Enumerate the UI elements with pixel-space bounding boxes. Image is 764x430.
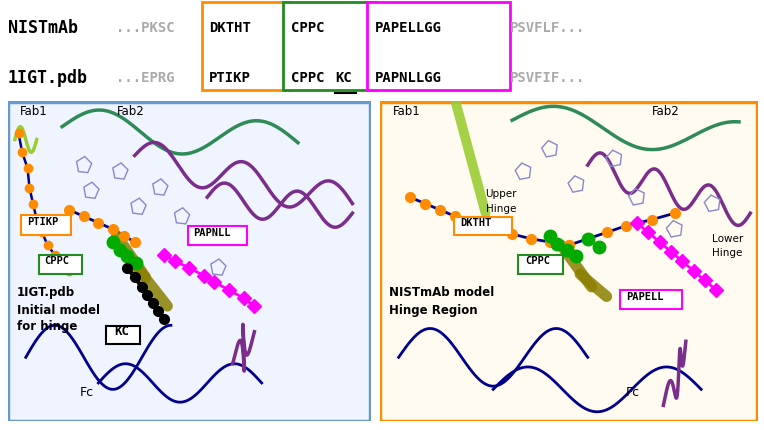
Text: DKTHT: DKTHT (209, 22, 251, 35)
FancyBboxPatch shape (39, 255, 82, 274)
Text: Fab2: Fab2 (117, 105, 144, 119)
Text: PTIKP: PTIKP (28, 217, 59, 227)
Text: 1IGT.pdb: 1IGT.pdb (8, 68, 88, 86)
Text: ...EPRG: ...EPRG (116, 71, 175, 85)
Text: PTIKP: PTIKP (209, 71, 251, 85)
Text: Fab1: Fab1 (393, 105, 421, 119)
Text: PAPNLLGG: PAPNLLGG (375, 71, 442, 85)
Text: Fc: Fc (80, 386, 94, 399)
Text: Hinge: Hinge (486, 203, 516, 214)
Text: Hinge: Hinge (713, 249, 743, 258)
Text: for hinge: for hinge (17, 320, 77, 333)
Text: Fab1: Fab1 (21, 105, 48, 119)
Text: CPPC: CPPC (44, 256, 70, 267)
Text: NISTmAb model: NISTmAb model (389, 286, 494, 299)
FancyBboxPatch shape (620, 290, 682, 309)
Text: Initial model: Initial model (17, 304, 100, 317)
Text: Hinge Region: Hinge Region (389, 304, 478, 317)
FancyBboxPatch shape (518, 255, 563, 274)
Text: NISTmAb: NISTmAb (8, 19, 78, 37)
Text: PSVFLF...: PSVFLF... (510, 22, 585, 35)
Text: KC: KC (114, 325, 129, 338)
Text: PAPELLGG: PAPELLGG (375, 22, 442, 35)
FancyBboxPatch shape (454, 217, 512, 235)
Text: Fab2: Fab2 (652, 105, 680, 119)
FancyBboxPatch shape (283, 3, 376, 90)
FancyBboxPatch shape (21, 215, 71, 235)
Text: CPPC: CPPC (525, 256, 550, 267)
FancyBboxPatch shape (367, 3, 510, 90)
Text: CPPC: CPPC (291, 71, 325, 85)
FancyBboxPatch shape (202, 3, 291, 90)
Text: Upper: Upper (485, 189, 516, 199)
Text: PAPNLL: PAPNLL (193, 227, 230, 238)
Text: CPPC: CPPC (291, 22, 325, 35)
FancyBboxPatch shape (188, 226, 247, 245)
Text: PSVFIF...: PSVFIF... (510, 71, 585, 85)
Text: KC: KC (335, 71, 352, 85)
Text: 1IGT.pdb: 1IGT.pdb (17, 286, 75, 299)
Text: Lower: Lower (712, 234, 743, 244)
Text: DKTHT: DKTHT (460, 218, 491, 228)
FancyBboxPatch shape (106, 326, 140, 344)
Text: PAPELL: PAPELL (626, 292, 664, 302)
Text: ...PKSC: ...PKSC (116, 22, 175, 35)
Text: Fc: Fc (626, 386, 639, 399)
